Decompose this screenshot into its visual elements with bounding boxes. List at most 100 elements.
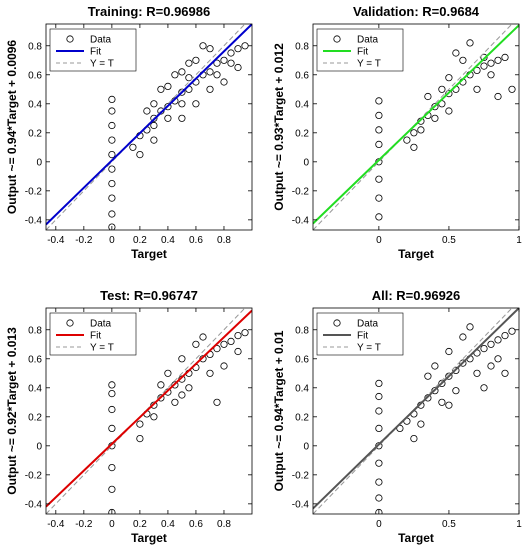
data-point xyxy=(213,71,221,79)
y-tick-label: 0.6 xyxy=(28,354,42,365)
data-point xyxy=(445,107,453,115)
y-tick-label: 0.6 xyxy=(295,70,309,81)
data-point xyxy=(375,424,383,432)
data-point xyxy=(494,336,502,344)
data-point xyxy=(199,333,207,341)
data-point xyxy=(185,384,193,392)
plot-contents xyxy=(313,308,519,514)
data-point xyxy=(220,56,228,64)
legend-label: Data xyxy=(357,319,379,330)
legend-marker-data xyxy=(333,35,341,43)
data-point xyxy=(375,175,383,183)
panel-training: -0.4 -0.2 0 0.2 0.4 0.6 0.8 -0.4 -0.2 0 0.2 0.4 0.6 0… xyxy=(5,4,253,261)
data-point xyxy=(431,362,439,370)
data-point xyxy=(417,420,425,428)
data-point xyxy=(150,121,158,130)
legend-label: Data xyxy=(90,319,112,330)
data-point xyxy=(480,344,488,353)
data-point xyxy=(501,331,509,340)
x-tick-label: 0.4 xyxy=(161,235,175,246)
data-point xyxy=(171,71,179,79)
data-point xyxy=(410,129,418,137)
y-tick-label: -0.2 xyxy=(292,470,310,481)
x-tick-label: 0.2 xyxy=(133,519,147,530)
data-point xyxy=(192,340,200,348)
chart-title: All: R=0.96926 xyxy=(372,288,461,303)
data-point xyxy=(473,66,481,75)
y-tick-label: 0.6 xyxy=(28,70,42,81)
data-point xyxy=(220,362,228,370)
legend-label: Y = T xyxy=(357,59,381,70)
data-point xyxy=(108,463,116,472)
data-point xyxy=(108,121,116,130)
data-point xyxy=(108,405,116,414)
data-point xyxy=(438,398,446,406)
data-point xyxy=(375,392,383,401)
legend-label: Fit xyxy=(90,331,101,342)
plot-frame xyxy=(312,307,520,515)
y-tick-label: 0.8 xyxy=(28,325,42,336)
data-point xyxy=(508,327,516,335)
y-tick-label: 0.4 xyxy=(295,99,309,110)
plot-contents xyxy=(46,308,252,514)
legend-marker-data xyxy=(333,319,341,327)
data-point xyxy=(150,100,158,108)
data-point xyxy=(375,140,383,148)
data-point xyxy=(108,508,116,514)
data-point xyxy=(108,381,116,389)
data-point xyxy=(508,85,516,93)
data-point xyxy=(178,114,186,122)
data-point xyxy=(234,331,242,340)
data-point xyxy=(466,39,474,47)
y-tick-label: 0.4 xyxy=(28,99,42,110)
chart-title: Test: R=0.96747 xyxy=(100,288,198,303)
data-point xyxy=(220,340,228,348)
chart-title: Validation: R=0.9684 xyxy=(353,4,480,19)
data-point xyxy=(375,111,383,120)
data-point xyxy=(445,90,453,98)
data-point xyxy=(227,337,235,345)
y-tick-label: 0 xyxy=(36,441,42,452)
legend-label: Y = T xyxy=(90,343,114,354)
data-point xyxy=(213,398,221,406)
data-point xyxy=(150,136,158,144)
data-point xyxy=(445,401,453,409)
data-point xyxy=(164,82,172,91)
y-axis-label: Output ~= 0.92*Target + 0.013 xyxy=(5,327,19,495)
legend-label: Y = T xyxy=(357,343,381,354)
data-point xyxy=(178,355,186,363)
data-point xyxy=(234,347,242,356)
fit-line xyxy=(313,308,519,510)
x-tick-label: -0.2 xyxy=(75,519,93,530)
data-point xyxy=(157,107,165,115)
data-point xyxy=(424,92,432,101)
data-point xyxy=(487,362,495,370)
data-point xyxy=(494,56,502,64)
data-point xyxy=(452,366,460,374)
legend-label: Fit xyxy=(90,47,101,58)
plot-contents xyxy=(313,24,519,230)
x-axis-label: Target xyxy=(398,247,434,261)
y-tick-label: 0.2 xyxy=(295,128,309,139)
data-point xyxy=(375,97,383,105)
data-point xyxy=(487,71,495,79)
x-tick-label: -0.2 xyxy=(75,235,93,246)
data-point xyxy=(375,442,383,450)
data-point xyxy=(199,42,207,50)
data-point xyxy=(445,74,453,82)
data-point xyxy=(459,359,467,367)
plot-contents xyxy=(46,24,252,230)
chart-title: Training: R=0.96986 xyxy=(88,4,210,19)
data-point xyxy=(375,459,383,467)
data-point xyxy=(108,151,116,159)
x-axis-label: Target xyxy=(131,531,167,545)
data-point xyxy=(375,126,383,134)
data-point xyxy=(473,369,481,377)
data-point xyxy=(108,136,116,144)
data-point xyxy=(157,85,165,93)
y-tick-label: -0.2 xyxy=(25,470,43,481)
legend-label: Y = T xyxy=(90,59,114,70)
data-point xyxy=(501,369,509,377)
